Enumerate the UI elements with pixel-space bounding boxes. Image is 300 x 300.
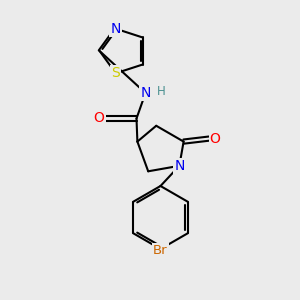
Text: O: O	[210, 132, 220, 145]
Text: Br: Br	[153, 244, 168, 257]
Text: S: S	[111, 66, 120, 80]
Text: O: O	[94, 112, 104, 125]
Text: N: N	[174, 159, 184, 173]
Text: N: N	[140, 86, 151, 100]
Text: H: H	[157, 85, 166, 98]
Text: N: N	[111, 22, 121, 36]
